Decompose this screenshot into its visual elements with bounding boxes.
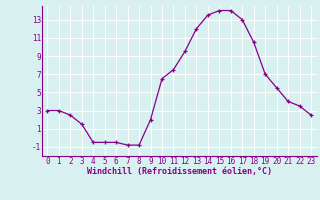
X-axis label: Windchill (Refroidissement éolien,°C): Windchill (Refroidissement éolien,°C) [87, 167, 272, 176]
